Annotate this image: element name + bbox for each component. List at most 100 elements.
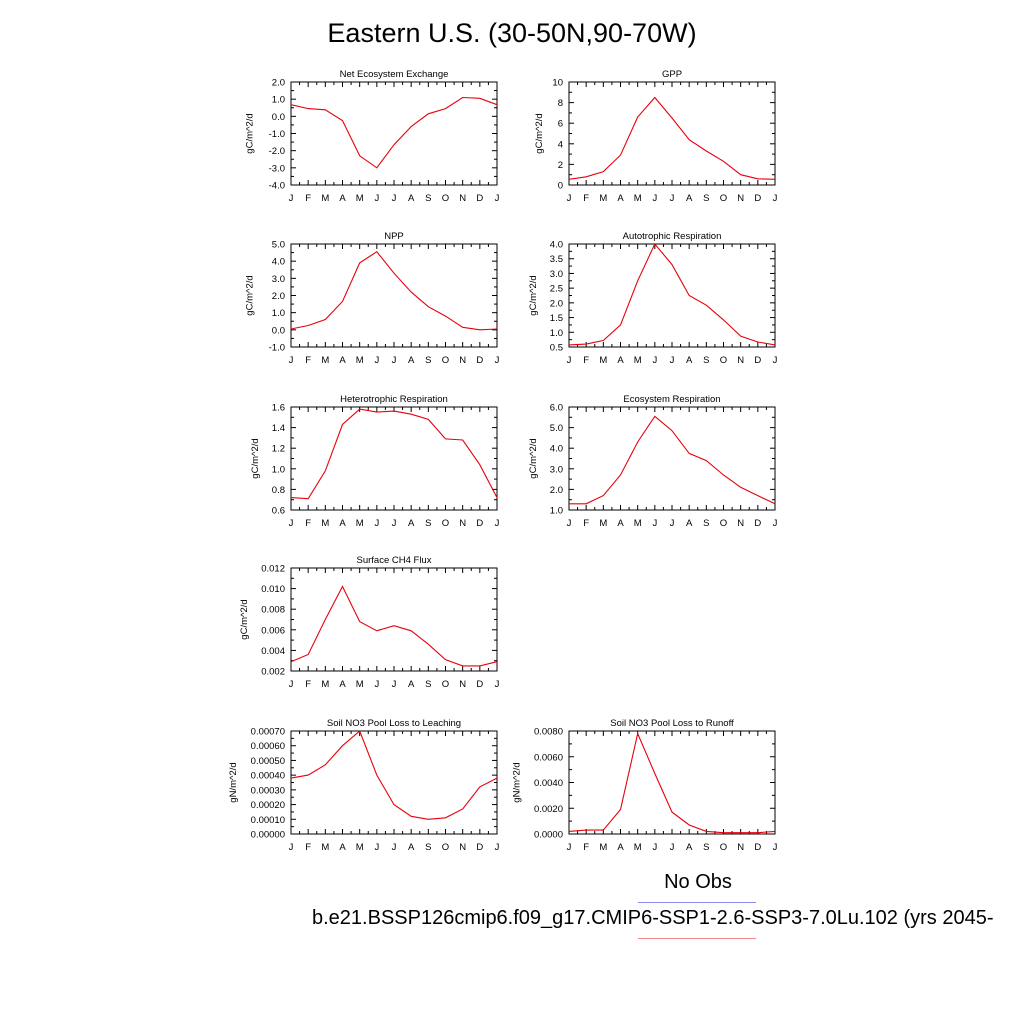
x-tick-label: D: [754, 842, 761, 853]
x-tick-label: J: [374, 679, 379, 690]
y-tick-label: 0.0060: [534, 752, 563, 763]
x-tick-label: A: [339, 842, 346, 853]
y-tick-label: 0: [558, 181, 563, 192]
x-tick-label: A: [686, 518, 693, 529]
y-tick-label: 0.00060: [251, 741, 285, 752]
legend-case-line: [638, 938, 756, 939]
x-tick-label: J: [670, 193, 675, 204]
x-tick-label: S: [425, 355, 431, 366]
x-tick-label: F: [305, 679, 311, 690]
x-tick-label: J: [652, 193, 657, 204]
x-tick-label: J: [670, 518, 675, 529]
x-tick-label: J: [567, 355, 572, 366]
x-tick-label: A: [686, 355, 693, 366]
x-tick-label: O: [442, 842, 449, 853]
y-tick-label: 0.012: [261, 564, 285, 575]
x-tick-label: J: [773, 355, 778, 366]
x-tick-label: J: [495, 193, 500, 204]
series-line: [568, 96, 776, 180]
y-axis-label: gC/m^2/d: [250, 438, 261, 478]
x-tick-label: J: [495, 355, 500, 366]
y-tick-label: 4.0: [550, 444, 563, 455]
x-tick-label: N: [737, 355, 744, 366]
y-tick-label: 3.0: [550, 269, 563, 280]
x-tick-label: J: [567, 518, 572, 529]
y-tick-label: 2.0: [272, 78, 285, 89]
legend-obs-label: No Obs: [664, 871, 732, 893]
x-tick-label: O: [720, 842, 727, 853]
x-tick-label: S: [703, 842, 709, 853]
x-tick-label: F: [583, 355, 589, 366]
plot-frame: [290, 567, 498, 672]
x-tick-label: J: [374, 355, 379, 366]
x-tick-label: N: [737, 842, 744, 853]
y-tick-label: -1.0: [269, 129, 285, 140]
chart-panel-3: J F M A M J J A S O N D J5.04.03.02.01.00.0-1.0NPPgC…: [245, 231, 500, 366]
x-tick-label: M: [321, 193, 329, 204]
x-tick-label: N: [459, 518, 466, 529]
y-tick-label: 0.00030: [251, 785, 285, 796]
x-tick-label: J: [670, 355, 675, 366]
x-tick-label: M: [599, 842, 607, 853]
y-tick-label: 1.0: [550, 506, 563, 517]
y-tick-label: 0.006: [261, 625, 285, 636]
y-tick-label: 0.0040: [534, 778, 563, 789]
y-tick-label: 0.5: [550, 343, 563, 354]
x-tick-label: M: [634, 193, 642, 204]
chart-title: GPP: [662, 69, 682, 80]
x-tick-label: A: [339, 355, 346, 366]
x-tick-label: J: [567, 193, 572, 204]
legend-obs-line: [638, 902, 756, 903]
y-tick-label: 4.0: [272, 257, 285, 268]
chart-title: Autotrophic Respiration: [623, 231, 722, 242]
x-tick-label: N: [737, 518, 744, 529]
x-tick-label: F: [583, 842, 589, 853]
x-tick-label: S: [703, 518, 709, 529]
x-tick-label: J: [392, 518, 397, 529]
x-tick-label: J: [392, 842, 397, 853]
y-tick-label: 2.0: [550, 485, 563, 496]
y-tick-label: -1.0: [269, 343, 285, 354]
x-tick-label: J: [495, 518, 500, 529]
y-tick-label: 2.0: [272, 291, 285, 302]
x-tick-label: S: [425, 842, 431, 853]
y-axis-label: gC/m^2/d: [239, 599, 250, 639]
y-axis-label: gC/m^2/d: [534, 113, 545, 153]
x-tick-label: F: [305, 193, 311, 204]
x-tick-label: N: [737, 193, 744, 204]
x-tick-label: A: [339, 193, 346, 204]
x-tick-label: J: [289, 679, 294, 690]
page-title: Eastern U.S. (30-50N,90-70W): [327, 18, 697, 48]
x-tick-label: D: [476, 355, 483, 366]
x-tick-label: A: [617, 518, 624, 529]
chart-title: Net Ecosystem Exchange: [340, 69, 449, 80]
x-tick-label: A: [408, 355, 415, 366]
y-tick-label: 1.0: [272, 308, 285, 319]
x-tick-label: J: [773, 518, 778, 529]
x-tick-label: A: [408, 679, 415, 690]
y-tick-label: 1.0: [272, 95, 285, 106]
y-tick-label: 3.0: [550, 464, 563, 475]
x-tick-label: A: [686, 842, 693, 853]
y-tick-label: 1.0: [550, 328, 563, 339]
x-tick-label: O: [442, 679, 449, 690]
x-tick-label: A: [617, 193, 624, 204]
y-tick-label: 1.2: [272, 444, 285, 455]
y-tick-label: 5.0: [272, 240, 285, 251]
y-tick-label: 0.0020: [534, 804, 563, 815]
y-tick-label: 1.4: [272, 423, 285, 434]
x-tick-label: J: [289, 842, 294, 853]
y-tick-label: 3.5: [550, 254, 563, 265]
chart-title: Surface CH4 Flux: [357, 555, 432, 566]
series-line: [290, 730, 498, 820]
x-tick-label: J: [374, 193, 379, 204]
x-tick-label: D: [754, 193, 761, 204]
x-tick-label: D: [476, 518, 483, 529]
x-tick-label: O: [720, 193, 727, 204]
x-tick-label: J: [773, 842, 778, 853]
y-tick-label: 1.0: [272, 464, 285, 475]
series-line: [568, 242, 776, 346]
y-tick-label: 4.0: [550, 240, 563, 251]
y-tick-label: 3.0: [272, 274, 285, 285]
y-tick-label: 0.00000: [251, 830, 285, 841]
